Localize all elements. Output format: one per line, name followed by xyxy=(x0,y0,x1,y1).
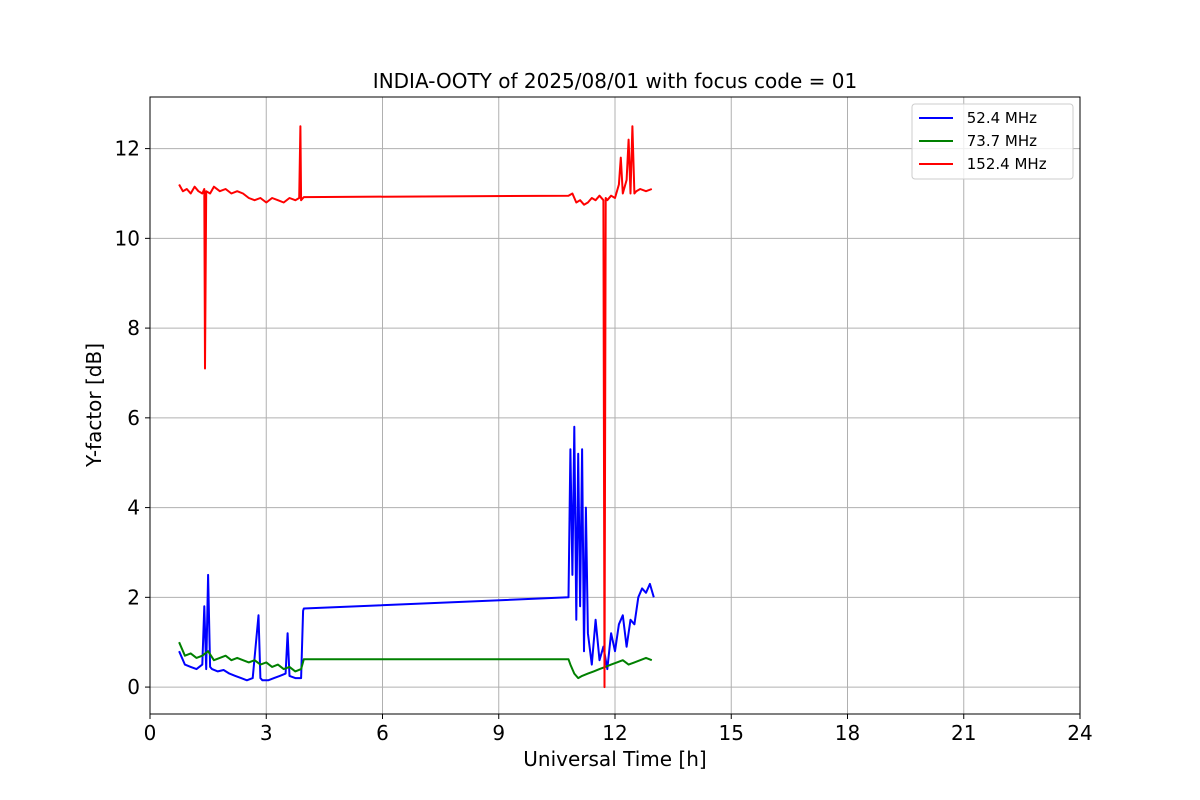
series-line-1 xyxy=(178,425,655,682)
legend-entry-label: 73.7 MHz xyxy=(962,132,1037,150)
legend-entry-label: 52.4 MHz xyxy=(962,109,1037,127)
series-line-2 xyxy=(178,641,653,680)
y-tick-label: 0 xyxy=(127,675,140,699)
chart-title: INDIA-OOTY of 2025/08/01 with focus code… xyxy=(373,69,857,93)
x-tick-label: 9 xyxy=(492,721,505,745)
legend: 52.4 MHz 73.7 MHz 152.4 MHz xyxy=(911,103,1074,180)
x-tick-label: 0 xyxy=(144,721,157,745)
x-tick-label: 6 xyxy=(376,721,389,745)
y-axis-label: Y-factor [dB] xyxy=(82,343,106,468)
series-line-3 xyxy=(178,125,653,689)
x-axis: 0 3 6 9 12 15 18 21 24 xyxy=(144,714,1093,745)
y-tick-label: 6 xyxy=(127,406,140,430)
x-tick-label: 18 xyxy=(835,721,860,745)
y-tick-label: 4 xyxy=(127,496,140,520)
y-tick-label: 12 xyxy=(115,137,140,161)
x-tick-label: 12 xyxy=(602,721,627,745)
x-axis-label: Universal Time [h] xyxy=(523,747,706,771)
y-tick-label: 10 xyxy=(115,226,140,250)
x-tick-label: 3 xyxy=(260,721,273,745)
legend-frame xyxy=(911,103,1074,180)
x-tick-label: 21 xyxy=(951,721,976,745)
x-tick-label: 15 xyxy=(719,721,744,745)
y-tick-label: 2 xyxy=(127,585,140,609)
plot-area xyxy=(178,125,655,689)
y-axis: 0 2 4 6 8 10 12 xyxy=(115,137,150,699)
legend-entry-label: 152.4 MHz xyxy=(962,155,1047,173)
y-tick-label: 8 xyxy=(127,316,140,340)
x-tick-label: 24 xyxy=(1067,721,1092,745)
